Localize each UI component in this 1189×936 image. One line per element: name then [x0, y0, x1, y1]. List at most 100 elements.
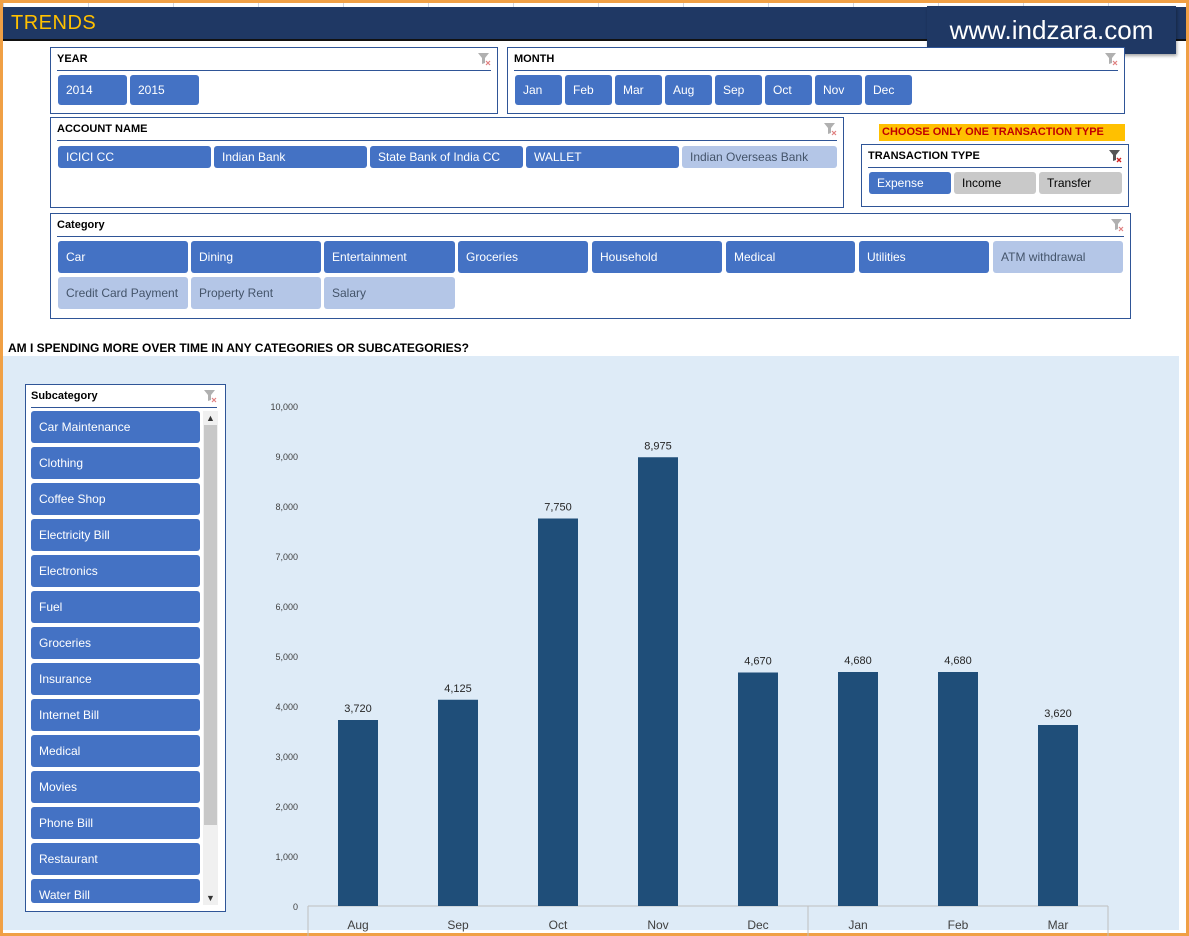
subcategory-scrollbar[interactable]: ▲ ▼ — [203, 411, 218, 905]
bar-mar — [1038, 725, 1078, 906]
slicer-item-subcategory[interactable]: Water Bill — [31, 879, 200, 903]
slicer-item-category-car[interactable]: Car — [58, 241, 188, 273]
slicer-item-category-entertainment[interactable]: Entertainment — [324, 241, 455, 273]
slicer-item-month-feb[interactable]: Feb — [565, 75, 612, 105]
slicer-item-category-medical[interactable]: Medical — [726, 241, 855, 273]
spending-bar-chart: 0 1,000 2,000 3,000 4,000 5,000 6,000 7,000 8,00… — [270, 402, 1109, 936]
slicer-item-account-indian-bank[interactable]: Indian Bank — [214, 146, 367, 168]
x-tick-label: Mar — [1048, 918, 1069, 932]
y-tick-label: 9,000 — [275, 452, 298, 462]
x-tick-label: Dec — [747, 918, 768, 932]
slicer-item-account-sbi-cc[interactable]: State Bank of India CC — [370, 146, 523, 168]
slicer-item-subcategory[interactable]: Medical — [31, 735, 200, 767]
slicer-item-category-household[interactable]: Household — [592, 241, 722, 273]
y-tick-label: 4,000 — [275, 702, 298, 712]
subcategory-slicer: Subcategory Car Maintenance Clothing Cof… — [25, 384, 226, 912]
slicer-item-category-utilities[interactable]: Utilities — [859, 241, 989, 273]
month-slicer: MONTH Jan Feb Mar Aug Sep Oct Nov Dec — [507, 47, 1125, 114]
slicer-item-category-dining[interactable]: Dining — [191, 241, 321, 273]
y-tick-label: 10,000 — [270, 402, 298, 412]
transaction-type-slicer-title: TRANSACTION TYPE — [868, 150, 980, 162]
subcategory-slicer-title: Subcategory — [31, 390, 98, 402]
category-slicer-title: Category — [57, 219, 105, 231]
slicer-item-subcategory[interactable]: Movies — [31, 771, 200, 803]
slicer-item-year-2014[interactable]: 2014 — [58, 75, 127, 105]
slicer-item-category-credit-card-payment[interactable]: Credit Card Payment — [58, 277, 188, 309]
slicer-item-month-oct[interactable]: Oct — [765, 75, 812, 105]
x-tick-label: Aug — [347, 918, 368, 932]
bar-aug — [338, 720, 378, 906]
bar-value-label: 4,125 — [444, 683, 472, 695]
account-slicer-header: ACCOUNT NAME — [57, 118, 837, 141]
slicer-item-type-expense[interactable]: Expense — [869, 172, 951, 194]
slicer-item-month-nov[interactable]: Nov — [815, 75, 862, 105]
bar-feb — [938, 672, 978, 906]
transaction-type-slicer: TRANSACTION TYPE Expense Income Transfer — [861, 144, 1129, 207]
bar-value-label: 8,975 — [644, 440, 672, 452]
slicer-item-category-atm-withdrawal[interactable]: ATM withdrawal — [993, 241, 1123, 273]
slicer-item-subcategory[interactable]: Car Maintenance — [31, 411, 200, 443]
bar-value-label: 4,670 — [744, 656, 772, 668]
clear-filter-icon[interactable] — [1110, 218, 1124, 232]
clear-filter-icon[interactable] — [1108, 149, 1122, 163]
transaction-type-slicer-header: TRANSACTION TYPE — [868, 145, 1122, 168]
slicer-item-category-property-rent[interactable]: Property Rent — [191, 277, 321, 309]
slicer-item-year-2015[interactable]: 2015 — [130, 75, 199, 105]
x-tick-label: Feb — [948, 918, 969, 932]
page-title: TRENDS — [11, 12, 97, 34]
account-slicer: ACCOUNT NAME ICICI CC Indian Bank State … — [50, 117, 844, 208]
slicer-item-subcategory[interactable]: Insurance — [31, 663, 200, 695]
year-slicer-title: YEAR — [57, 53, 88, 65]
y-tick-label: 6,000 — [275, 602, 298, 612]
y-tick-label: 2,000 — [275, 802, 298, 812]
scroll-up-icon[interactable]: ▲ — [206, 413, 215, 423]
y-tick-label: 0 — [293, 902, 298, 912]
scroll-down-icon[interactable]: ▼ — [206, 893, 215, 903]
slicer-item-category-salary[interactable]: Salary — [324, 277, 455, 309]
bar-sep — [438, 699, 478, 906]
slicer-item-subcategory[interactable]: Clothing — [31, 447, 200, 479]
slicer-item-category-groceries[interactable]: Groceries — [458, 241, 588, 273]
slicer-item-subcategory[interactable]: Electricity Bill — [31, 519, 200, 551]
slicer-item-subcategory[interactable]: Phone Bill — [31, 807, 200, 839]
y-tick-label: 7,000 — [275, 552, 298, 562]
category-slicer: Category Car Dining Entertainment Grocer… — [50, 213, 1131, 319]
slicer-item-type-income[interactable]: Income — [954, 172, 1036, 194]
transaction-type-notice: CHOOSE ONLY ONE TRANSACTION TYPE — [879, 124, 1125, 141]
slicer-item-account-indian-overseas-bank[interactable]: Indian Overseas Bank — [682, 146, 837, 168]
bar-dec — [738, 672, 778, 906]
clear-filter-icon[interactable] — [1104, 52, 1118, 66]
slicer-item-month-dec[interactable]: Dec — [865, 75, 912, 105]
x-tick-label: Oct — [549, 918, 568, 932]
bar-oct — [538, 518, 578, 906]
month-slicer-title: MONTH — [514, 53, 555, 65]
scrollbar-thumb[interactable] — [204, 425, 217, 825]
brand-link[interactable]: www.indzara.com — [927, 6, 1176, 54]
slicer-item-subcategory[interactable]: Groceries — [31, 627, 200, 659]
section-question: AM I SPENDING MORE OVER TIME IN ANY CATE… — [8, 341, 469, 355]
slicer-item-type-transfer[interactable]: Transfer — [1039, 172, 1122, 194]
year-slicer: YEAR 2014 2015 — [50, 47, 498, 114]
bar-jan — [838, 672, 878, 906]
x-tick-label: Nov — [647, 918, 668, 932]
slicer-item-month-mar[interactable]: Mar — [615, 75, 662, 105]
slicer-item-month-jan[interactable]: Jan — [515, 75, 562, 105]
slicer-item-subcategory[interactable]: Restaurant — [31, 843, 200, 875]
slicer-item-account-icici-cc[interactable]: ICICI CC — [58, 146, 211, 168]
clear-filter-icon[interactable] — [203, 389, 217, 403]
clear-filter-icon[interactable] — [823, 122, 837, 136]
slicer-item-subcategory[interactable]: Internet Bill — [31, 699, 200, 731]
bar-value-label: 3,620 — [1044, 708, 1072, 720]
slicer-item-subcategory[interactable]: Fuel — [31, 591, 200, 623]
slicer-item-subcategory[interactable]: Electronics — [31, 555, 200, 587]
clear-filter-icon[interactable] — [477, 52, 491, 66]
bar-value-label: 3,720 — [344, 703, 372, 715]
slicer-item-account-wallet[interactable]: WALLET — [526, 146, 679, 168]
subcategory-slicer-header: Subcategory — [31, 385, 217, 408]
slicer-item-month-sep[interactable]: Sep — [715, 75, 762, 105]
slicer-item-subcategory[interactable]: Coffee Shop — [31, 483, 200, 515]
slicer-item-month-aug[interactable]: Aug — [665, 75, 712, 105]
bar-value-label: 7,750 — [544, 502, 572, 514]
y-tick-label: 1,000 — [275, 852, 298, 862]
